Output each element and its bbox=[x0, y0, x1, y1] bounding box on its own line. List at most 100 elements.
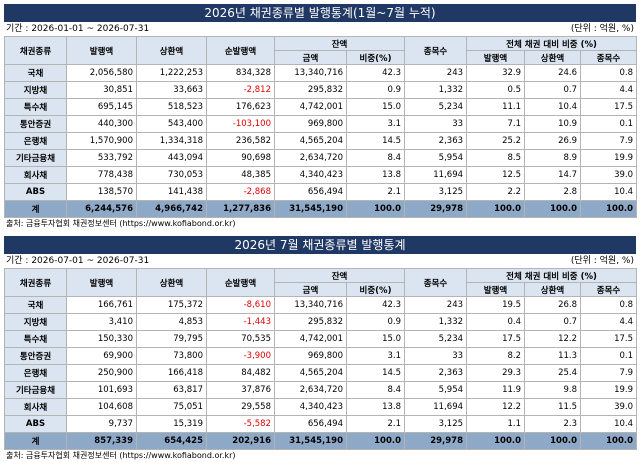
total-net: 1,277,836 bbox=[206, 200, 275, 218]
cell-amount: 4,742,001 bbox=[274, 330, 347, 348]
cell-net: -2,868 bbox=[206, 183, 275, 201]
cell-r-count: 17.5 bbox=[580, 98, 638, 116]
header-ratio-count: 종목수 bbox=[580, 50, 638, 65]
cell-share: 2.1 bbox=[345, 415, 406, 433]
cell-r-redeem: 26.8 bbox=[524, 296, 582, 314]
cell-amount: 295,832 bbox=[274, 313, 347, 331]
row-label: 특수채 bbox=[4, 98, 67, 116]
cell-issue: 1,570,900 bbox=[66, 132, 137, 150]
cell-net: -3,900 bbox=[206, 347, 275, 365]
cell-r-count: 39.0 bbox=[580, 398, 638, 416]
total-issue: 6,244,576 bbox=[66, 200, 137, 218]
table-row: 특수채 695,145 518,523 176,623 4,742,001 15.0 5,2… bbox=[4, 98, 638, 116]
cell-net: 70,535 bbox=[206, 330, 275, 348]
cell-r-redeem: 2.8 bbox=[524, 183, 582, 201]
total-count: 29,978 bbox=[404, 432, 468, 450]
row-label: 지방채 bbox=[4, 81, 67, 99]
period-label: 기간 : 2026-07-01 ~ 2026-07-31 bbox=[6, 256, 150, 266]
cell-redeem: 15,319 bbox=[136, 415, 207, 433]
header-balance: 잔액 bbox=[273, 36, 406, 51]
cell-issue: 138,570 bbox=[66, 183, 137, 201]
header-ratio-group: 전체 채권 대비 비중 (%) bbox=[466, 36, 638, 51]
cell-amount: 2,634,720 bbox=[274, 149, 347, 167]
cell-count: 3,125 bbox=[404, 183, 468, 201]
table-row: 회사채 778,438 730,053 48,385 4,340,423 13.8 11,6… bbox=[4, 166, 638, 184]
header-ratio-redeem: 상환액 bbox=[524, 50, 582, 65]
cell-issue: 101,693 bbox=[66, 381, 137, 399]
cell-count: 1,332 bbox=[404, 81, 468, 99]
cell-share: 13.8 bbox=[345, 166, 406, 184]
cell-redeem: 443,094 bbox=[136, 149, 207, 167]
period-label: 기간 : 2026-01-01 ~ 2026-07-31 bbox=[6, 24, 150, 34]
cell-r-count: 0.8 bbox=[580, 64, 638, 82]
total-row: 계 6,244,576 4,966,742 1,277,836 31,545,190 10… bbox=[4, 200, 638, 218]
cell-amount: 969,800 bbox=[274, 347, 347, 365]
cell-issue: 166,761 bbox=[66, 296, 137, 314]
cell-count: 5,954 bbox=[404, 381, 468, 399]
cell-redeem: 543,400 bbox=[136, 115, 207, 133]
cell-issue: 695,145 bbox=[66, 98, 137, 116]
cell-r-redeem: 0.7 bbox=[524, 313, 582, 331]
cell-r-count: 7.9 bbox=[580, 132, 638, 150]
total-r-redeem: 100.0 bbox=[524, 432, 582, 450]
header-net: 순발행액 bbox=[206, 36, 275, 65]
cell-issue: 2,056,580 bbox=[66, 64, 137, 82]
header-amount: 금액 bbox=[274, 282, 347, 297]
cell-r-redeem: 26.9 bbox=[524, 132, 582, 150]
cell-r-issue: 0.5 bbox=[466, 81, 526, 99]
cell-issue: 30,851 bbox=[66, 81, 137, 99]
total-r-issue: 100.0 bbox=[466, 432, 526, 450]
cell-net: 834,328 bbox=[206, 64, 275, 82]
total-count: 29,978 bbox=[404, 200, 468, 218]
cell-amount: 656,494 bbox=[274, 183, 347, 201]
header-type: 채권종류 bbox=[4, 268, 67, 297]
cell-r-redeem: 25.4 bbox=[524, 364, 582, 382]
cell-share: 8.4 bbox=[345, 381, 406, 399]
cell-count: 11,694 bbox=[404, 166, 468, 184]
cell-redeem: 63,817 bbox=[136, 381, 207, 399]
header-issue: 발행액 bbox=[66, 268, 137, 297]
table-row: 기타금융채 533,792 443,094 90,698 2,634,720 8.4 5,9… bbox=[4, 149, 638, 167]
cell-redeem: 1,334,318 bbox=[136, 132, 207, 150]
cell-amount: 13,340,716 bbox=[274, 64, 347, 82]
cell-r-issue: 11.9 bbox=[466, 381, 526, 399]
header-share: 비중(%) bbox=[345, 282, 406, 297]
table-meta: 기간 : 2026-01-01 ~ 2026-07-31 (단위 : 억원, %) bbox=[4, 22, 636, 36]
total-redeem: 654,425 bbox=[136, 432, 207, 450]
cell-amount: 4,565,204 bbox=[274, 132, 347, 150]
total-r-redeem: 100.0 bbox=[524, 200, 582, 218]
cell-share: 42.3 bbox=[345, 296, 406, 314]
total-net: 202,916 bbox=[206, 432, 275, 450]
cell-r-count: 0.1 bbox=[580, 347, 638, 365]
cell-r-issue: 29.3 bbox=[466, 364, 526, 382]
header-count: 종목수 bbox=[404, 268, 468, 297]
cell-r-redeem: 14.7 bbox=[524, 166, 582, 184]
row-label: ABS bbox=[4, 183, 67, 201]
header-type: 채권종류 bbox=[4, 36, 67, 65]
cell-r-issue: 8.5 bbox=[466, 149, 526, 167]
total-r-count: 100.0 bbox=[580, 432, 638, 450]
table-title: 2026년 채권종류별 발행통계(1월~7월 누적) bbox=[4, 4, 636, 22]
total-row: 계 857,339 654,425 202,916 31,545,190 100.0 29,… bbox=[4, 432, 638, 450]
cell-share: 13.8 bbox=[345, 398, 406, 416]
cell-redeem: 730,053 bbox=[136, 166, 207, 184]
row-label: 회사채 bbox=[4, 398, 67, 416]
row-label: 통안증권 bbox=[4, 347, 67, 365]
table-row: 지방채 3,410 4,853 -1,443 295,832 0.9 1,332 0.4 0.7… bbox=[4, 313, 638, 331]
cell-r-redeem: 10.4 bbox=[524, 98, 582, 116]
cell-amount: 656,494 bbox=[274, 415, 347, 433]
table-row: 지방채 30,851 33,663 -2,812 295,832 0.9 1,332 0.5 0… bbox=[4, 81, 638, 99]
row-label: 국채 bbox=[4, 296, 67, 314]
cell-r-count: 10.4 bbox=[580, 183, 638, 201]
table-row: 통안증권 440,300 543,400 -103,100 969,800 3.1 33 7.… bbox=[4, 115, 638, 133]
cell-issue: 3,410 bbox=[66, 313, 137, 331]
cell-amount: 2,634,720 bbox=[274, 381, 347, 399]
total-share: 100.0 bbox=[345, 200, 406, 218]
total-amount: 31,545,190 bbox=[274, 432, 347, 450]
cell-net: 90,698 bbox=[206, 149, 275, 167]
cell-count: 33 bbox=[404, 115, 468, 133]
cell-net: 37,876 bbox=[206, 381, 275, 399]
header-issue: 발행액 bbox=[66, 36, 137, 65]
cell-count: 243 bbox=[404, 296, 468, 314]
cell-count: 33 bbox=[404, 347, 468, 365]
